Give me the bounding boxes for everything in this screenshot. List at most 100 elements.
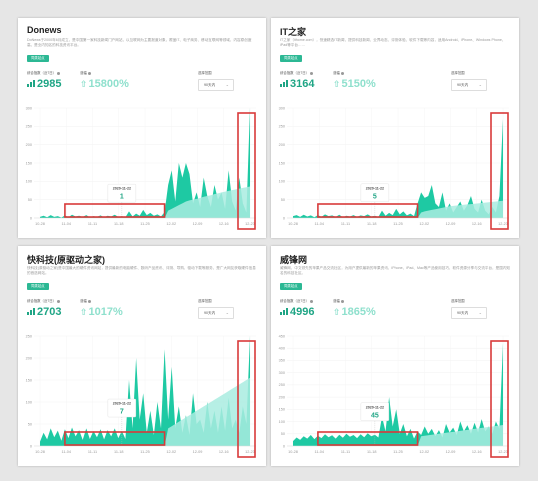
tooltip-box — [107, 183, 137, 203]
x-tick-label: 12-23 — [498, 450, 508, 454]
trend-bars-icon — [280, 80, 288, 87]
y-tick-label: 0 — [30, 444, 32, 448]
area-chart: 0 50 100 150 200 250 300 350 400 450 10-28 11-04 11-… — [279, 334, 509, 458]
highlight-box-spike — [237, 112, 256, 230]
trend-bars-icon — [280, 308, 288, 315]
highlight-box-spike — [490, 340, 509, 458]
x-tick-label: 11-04 — [315, 222, 324, 226]
y-tick-label: 50 — [281, 198, 285, 202]
chevron-down-icon: ⌄ — [478, 82, 482, 87]
x-tick-label: 12-09 — [446, 450, 456, 454]
x-tick-label: 12-02 — [419, 222, 429, 226]
help-icon[interactable] — [310, 71, 314, 75]
index-label: 综合指数（近7日） — [280, 298, 314, 303]
x-tick-label: 10-28 — [35, 222, 45, 226]
help-icon[interactable] — [57, 299, 61, 303]
x-tick-label: 12-02 — [166, 222, 176, 226]
x-tick-label: 11-18 — [367, 450, 376, 454]
x-tick-label: 11-11 — [88, 222, 97, 226]
x-tick-label: 11-04 — [315, 450, 324, 454]
similar-sites-tag[interactable]: 同类站点 — [280, 55, 302, 62]
index-label: 综合指数（近7日） — [27, 70, 61, 75]
x-tick-label: 12-02 — [419, 450, 429, 454]
growth-label: 涨幅 — [333, 298, 344, 303]
range-select-value: 90天内 — [457, 311, 469, 315]
y-tick-label: 300 — [26, 106, 32, 110]
panel-title: Donews — [27, 25, 62, 35]
range-select[interactable]: 90天内 ⌄ — [451, 307, 487, 319]
similar-sites-tag[interactable]: 同类站点 — [27, 283, 49, 290]
up-arrow-icon: ⇧ — [333, 307, 341, 317]
index-number: 3164 — [290, 78, 315, 90]
y-tick-label: 200 — [26, 143, 32, 147]
index-number: 2703 — [37, 306, 62, 318]
tooltip-value: 5 — [373, 193, 377, 200]
x-tick-label: 10-28 — [288, 450, 298, 454]
y-tick-label: 450 — [279, 334, 285, 338]
growth-label: 涨幅 — [80, 70, 91, 75]
growth-number: 1017% — [88, 306, 123, 318]
help-icon[interactable] — [340, 71, 344, 75]
y-tick-label: 150 — [279, 408, 285, 412]
panel-donews: Donews DoNews于2000年6月成立，是中国第一家科技新闻门户网站，以互… — [18, 18, 266, 238]
y-tick-label: 0 — [283, 444, 285, 448]
growth-number: 5150% — [341, 78, 376, 90]
index-label-text: 综合指数（近7日） — [27, 299, 57, 303]
panel-feng: 威锋网 威锋网，中文领先的苹果产品交流社区，为用户提供最新的苹果资讯、iPhone… — [271, 246, 519, 466]
tooltip-date: 2020-11-22 — [366, 186, 384, 190]
x-tick-label: 11-18 — [367, 222, 376, 226]
index-value: 4996 — [280, 306, 314, 318]
highlight-box-low-period — [317, 203, 419, 218]
x-tick-label: 12-16 — [219, 222, 229, 226]
growth-value: ⇧1017% — [80, 306, 123, 318]
tooltip-date: 2020-11-22 — [366, 405, 384, 409]
tooltip-box — [360, 402, 390, 421]
y-tick-label: 100 — [26, 180, 32, 184]
help-icon[interactable] — [310, 299, 314, 303]
area-chart: 0 50 100 150 200 250 10-28 11-04 11-11 11-18 11-25… — [26, 334, 256, 458]
panel-ithome: IT之家 IT之家（ithome.com），快速精选IT新闻，提供科技新闻、业界动… — [271, 18, 519, 238]
similar-sites-tag[interactable]: 同类站点 — [27, 55, 49, 62]
panel-description: DoNews于2000年6月成立，是中国第一家科技新闻门户网站，以互联网为主要报… — [27, 38, 252, 47]
x-tick-label: 11-18 — [114, 450, 123, 454]
similar-sites-tag[interactable]: 同类站点 — [280, 283, 302, 290]
panel-description: 威锋网，中文领先的苹果产品交流社区，为用户提供最新的苹果资讯、iPhone、iP… — [280, 266, 510, 275]
panel-title: IT之家 — [280, 27, 306, 37]
y-tick-label: 100 — [279, 180, 285, 184]
range-select[interactable]: 90天内 ⌄ — [451, 79, 487, 91]
chevron-down-icon: ⌄ — [225, 310, 229, 315]
help-icon[interactable] — [340, 299, 344, 303]
panel-description: IT之家（ithome.com），快速精选IT新闻，提供科技新闻、业界动态、评测… — [280, 38, 506, 47]
help-icon[interactable] — [57, 71, 61, 75]
tooltip-value: 1 — [120, 194, 124, 201]
series-area-trend — [293, 200, 503, 218]
chevron-down-icon: ⌄ — [478, 310, 482, 315]
index-value: 3164 — [280, 78, 314, 90]
x-tick-label: 11-04 — [62, 450, 71, 454]
highlight-box-low-period — [64, 431, 166, 446]
range-select[interactable]: 90天内 ⌄ — [198, 79, 234, 91]
y-tick-label: 400 — [279, 347, 285, 351]
x-tick-label: 12-09 — [193, 222, 203, 226]
panel-description: 快科技(原驱动之家)是中国最大的硬件资讯网站，提供最新的电脑硬件、数码产品资讯、… — [27, 266, 256, 275]
growth-label: 涨幅 — [333, 70, 344, 75]
x-tick-label: 11-25 — [140, 222, 149, 226]
range-select[interactable]: 90天内 ⌄ — [198, 307, 234, 319]
index-label-text: 综合指数（近7日） — [280, 299, 310, 303]
x-tick-label: 12-16 — [219, 450, 229, 454]
index-number: 2985 — [37, 78, 62, 90]
y-tick-label: 200 — [279, 143, 285, 147]
x-tick-label: 12-23 — [245, 222, 255, 226]
x-tick-label: 12-16 — [472, 450, 482, 454]
panel-title: 威锋网 — [280, 255, 308, 265]
y-tick-label: 150 — [26, 161, 32, 165]
index-value: 2703 — [27, 306, 61, 318]
y-tick-label: 150 — [279, 161, 285, 165]
highlight-box-spike — [237, 340, 256, 458]
help-icon[interactable] — [87, 299, 91, 303]
x-tick-label: 11-11 — [341, 450, 350, 454]
x-tick-label: 12-23 — [245, 450, 255, 454]
trend-bars-icon — [27, 308, 35, 315]
panel-mydrivers: 快科技(原驱动之家) 快科技(原驱动之家)是中国最大的硬件资讯网站，提供最新的电脑… — [18, 246, 266, 466]
help-icon[interactable] — [87, 71, 91, 75]
